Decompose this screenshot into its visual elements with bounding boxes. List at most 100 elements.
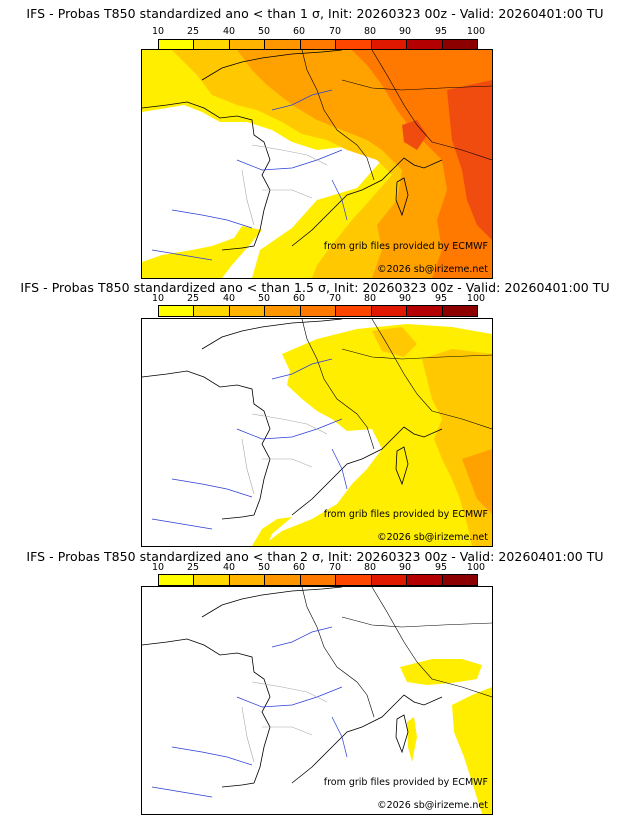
- coastline: [395, 714, 409, 754]
- panel-title: IFS - Probas T850 standardized ano < tha…: [26, 6, 604, 21]
- colorbar-segment: [371, 40, 408, 50]
- colorbar-segment: [407, 306, 443, 316]
- colorbar-segment: [194, 306, 230, 316]
- map-canvas: [142, 587, 492, 814]
- colorbar-tick: 70: [328, 26, 342, 37]
- prob-area-10-25: [252, 517, 292, 546]
- river: [236, 149, 343, 171]
- colorbar-tick: 60: [292, 293, 306, 304]
- colorbar-segment: [371, 306, 408, 316]
- colorbar: [158, 305, 478, 317]
- colorbar-tick: 40: [222, 562, 236, 573]
- colorbar-tick: 100: [466, 562, 486, 573]
- country-border: [301, 319, 375, 450]
- colorbar-tick: 100: [466, 293, 486, 304]
- river: [271, 626, 333, 648]
- colorbar-tick: 80: [363, 293, 377, 304]
- colorbar-tick: 95: [434, 562, 448, 573]
- credit-copyright: ©2026 sb@irizeme.net: [377, 532, 488, 543]
- coastline: [201, 319, 343, 350]
- colorbar-segment: [407, 575, 443, 585]
- prob-area-10-25: [452, 687, 492, 814]
- colorbar-segment: [300, 40, 337, 50]
- coastline: [142, 638, 271, 788]
- prob-area-10-25: [400, 659, 482, 685]
- coastline: [142, 101, 271, 251]
- colorbar-tick: 95: [434, 293, 448, 304]
- panel-title: IFS - Probas T850 standardized ano < tha…: [20, 280, 610, 295]
- prob-area-60-70: [447, 80, 492, 240]
- colorbar-segment: [371, 575, 408, 585]
- colorbar-tick: 10: [151, 26, 165, 37]
- colorbar-tick: 100: [466, 26, 486, 37]
- probability-map: from grib files provided by ECMWF ©2026 …: [141, 318, 493, 547]
- colorbar-segment: [442, 40, 477, 50]
- admin-border: [241, 681, 328, 763]
- coastline: [201, 50, 343, 81]
- panel-title: IFS - Probas T850 standardized ano < tha…: [26, 549, 604, 564]
- coastline: [142, 370, 271, 520]
- colorbar-tick: 60: [292, 562, 306, 573]
- country-border: [371, 50, 492, 161]
- river: [331, 179, 348, 221]
- colorbar-segment: [194, 575, 230, 585]
- river: [151, 786, 213, 798]
- credit-source: from grib files provided by ECMWF: [323, 241, 488, 252]
- colorbar-tick: 10: [151, 293, 165, 304]
- prob-area-25-40: [422, 349, 492, 546]
- colorbar-segment: [336, 575, 372, 585]
- colorbar-ticks: 10 25 40 50 60 70 80 90 95 100: [152, 293, 485, 305]
- colorbar-tick: 50: [257, 562, 271, 573]
- river: [236, 418, 343, 440]
- country-border: [341, 616, 492, 628]
- colorbar-segment: [300, 306, 337, 316]
- colorbar-ticks: 10 25 40 50 60 70 80 90 95 100: [152, 562, 485, 574]
- coastline: [291, 157, 443, 247]
- colorbar-segment: [442, 306, 477, 316]
- colorbar-tick: 70: [328, 562, 342, 573]
- prob-area-10-25: [407, 717, 417, 762]
- colorbar-tick: 40: [222, 26, 236, 37]
- coastline: [395, 446, 409, 486]
- credit-source: from grib files provided by ECMWF: [323, 509, 488, 520]
- river: [171, 209, 253, 229]
- country-border: [371, 319, 492, 430]
- admin-border: [241, 413, 328, 495]
- colorbar: [158, 574, 478, 586]
- colorbar-segment: [300, 575, 337, 585]
- river: [331, 448, 348, 490]
- map-canvas: [142, 319, 492, 546]
- colorbar-tick: 25: [186, 293, 200, 304]
- map-panel-1: IFS - Probas T850 standardized ano < tha…: [0, 0, 630, 279]
- map-canvas: [142, 50, 492, 278]
- colorbar-segment: [194, 40, 230, 50]
- colorbar-tick: 90: [398, 26, 412, 37]
- country-border: [341, 348, 492, 360]
- colorbar-tick: 25: [186, 562, 200, 573]
- colorbar-tick: 90: [398, 562, 412, 573]
- colorbar-segment: [229, 575, 266, 585]
- country-border: [301, 587, 375, 718]
- colorbar-tick: 25: [186, 26, 200, 37]
- prob-area-10-25: [142, 226, 262, 278]
- coastline: [291, 694, 443, 784]
- colorbar-segment: [407, 40, 443, 50]
- map-panel-2: IFS - Probas T850 standardized ano < tha…: [0, 276, 630, 552]
- colorbar-segment: [159, 575, 195, 585]
- credit-copyright: ©2026 sb@irizeme.net: [377, 800, 488, 811]
- country-border: [371, 587, 492, 698]
- colorbar-segment: [336, 306, 372, 316]
- colorbar-tick: 10: [151, 562, 165, 573]
- colorbar-tick: 95: [434, 26, 448, 37]
- probability-map: from grib files provided by ECMWF ©2026 …: [141, 586, 493, 815]
- country-border: [341, 79, 492, 91]
- river: [271, 89, 333, 111]
- prob-area-60-70: [402, 120, 427, 150]
- colorbar-segment: [159, 306, 195, 316]
- prob-area-40-50: [462, 449, 492, 514]
- colorbar-segment: [265, 575, 301, 585]
- colorbar-tick: 90: [398, 293, 412, 304]
- colorbar-segment: [336, 40, 372, 50]
- colorbar-ticks: 10 25 40 50 60 70 80 90 95 100: [152, 26, 485, 38]
- colorbar-segment: [265, 306, 301, 316]
